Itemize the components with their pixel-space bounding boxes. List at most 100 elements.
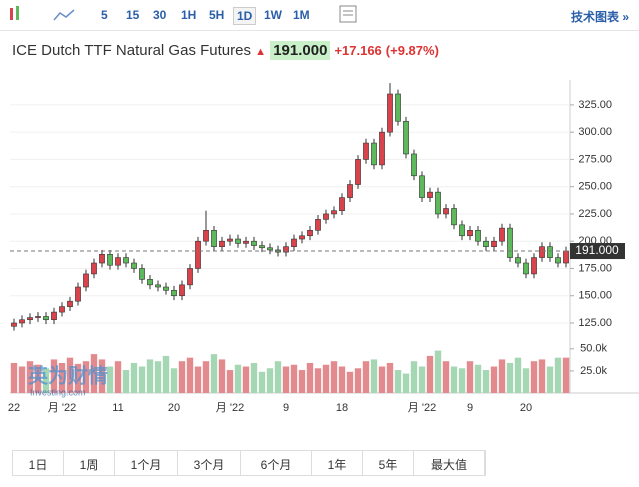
volume-bar bbox=[154, 361, 162, 393]
volume-bar bbox=[186, 357, 194, 393]
candle-body bbox=[235, 238, 241, 244]
y-tick-label: 275.00 bbox=[578, 153, 612, 165]
range-button[interactable]: 最大值 bbox=[414, 451, 485, 475]
candle-body bbox=[443, 208, 449, 215]
x-tick-label: 11 bbox=[112, 402, 123, 414]
volume-bar bbox=[450, 366, 458, 393]
volume-bar bbox=[194, 366, 202, 393]
volume-bar bbox=[298, 370, 306, 393]
range-button[interactable]: 1日 bbox=[13, 451, 64, 475]
volume-bar bbox=[250, 362, 258, 393]
range-button[interactable]: 1个月 bbox=[115, 451, 178, 475]
candle-body bbox=[211, 230, 217, 247]
indicator-icon bbox=[339, 5, 357, 23]
candle-body bbox=[307, 230, 313, 237]
x-tick-label: 18 bbox=[336, 402, 348, 414]
candle-body bbox=[547, 246, 553, 258]
volume-bar bbox=[394, 370, 402, 393]
candle-body bbox=[51, 311, 57, 321]
candle-body bbox=[451, 208, 457, 226]
volume-bar bbox=[66, 357, 74, 393]
candle-body bbox=[35, 316, 41, 318]
candle-body bbox=[259, 245, 265, 249]
tech-chart-link[interactable]: 技术图表 » bbox=[570, 10, 629, 24]
up-arrow: ▲ bbox=[255, 46, 267, 58]
chart: 125.00150.00175.00200.00225.00250.00275.… bbox=[8, 80, 639, 414]
candle-body bbox=[203, 230, 209, 242]
candle-body bbox=[155, 284, 161, 288]
volume-bar bbox=[50, 359, 58, 393]
candle-body bbox=[147, 279, 153, 286]
volume-bar bbox=[354, 368, 362, 393]
volume-bar bbox=[26, 361, 34, 393]
x-tick-label: 20 bbox=[520, 402, 532, 414]
volume-bar bbox=[58, 362, 66, 393]
volume-bar bbox=[418, 366, 426, 393]
watermark-brand: 英为财情 bbox=[28, 363, 108, 387]
candle-body bbox=[427, 191, 433, 198]
candle-body bbox=[291, 238, 297, 247]
range-button[interactable]: 1年 bbox=[312, 451, 363, 475]
range-button[interactable]: 5年 bbox=[363, 451, 414, 475]
range-button[interactable]: 6个月 bbox=[241, 451, 312, 475]
candle-body bbox=[379, 131, 385, 166]
interval-button[interactable]: 5 bbox=[101, 8, 108, 22]
x-tick-label: 月 '22 bbox=[216, 402, 244, 414]
range-bar: 1日 1周 1个月 3个月 6个月 1年 5年 最大值 bbox=[12, 450, 486, 476]
volume-bar bbox=[434, 350, 442, 393]
volume-bar bbox=[242, 366, 250, 393]
x-tick-label: 9 bbox=[283, 402, 289, 414]
candle-body bbox=[539, 246, 545, 258]
volume-bar bbox=[482, 370, 490, 393]
candle-body bbox=[59, 306, 65, 313]
candle-body bbox=[435, 191, 441, 215]
y-tick-label: 300.00 bbox=[578, 126, 612, 138]
range-button[interactable]: 3个月 bbox=[178, 451, 241, 475]
candle-body bbox=[19, 319, 25, 324]
last-price-label: 191.000 bbox=[575, 243, 619, 257]
candle-body bbox=[387, 93, 393, 133]
interval-button[interactable]: 1D bbox=[233, 7, 257, 25]
volume-bar bbox=[162, 355, 170, 393]
candle-body bbox=[483, 240, 489, 247]
candle-body bbox=[83, 273, 89, 288]
volume-bar bbox=[106, 366, 114, 393]
interval-button[interactable]: 5H bbox=[209, 8, 225, 22]
volume-bar bbox=[362, 361, 370, 393]
candle-body bbox=[347, 184, 353, 198]
candle-body bbox=[131, 262, 137, 269]
change-pct: (+9.87%) bbox=[385, 43, 439, 58]
volume-bar bbox=[386, 362, 394, 393]
volume-bar bbox=[34, 364, 42, 393]
volume-bar bbox=[138, 366, 146, 393]
interval-button[interactable]: 30 bbox=[153, 8, 167, 22]
volume-bar bbox=[426, 355, 434, 393]
candle-body bbox=[315, 219, 321, 231]
interval-button[interactable]: 1H bbox=[181, 8, 197, 22]
volume-bar bbox=[130, 362, 138, 393]
candle-body bbox=[403, 120, 409, 155]
candle-body bbox=[555, 257, 561, 264]
interval-button[interactable]: 1W bbox=[264, 8, 282, 22]
interval-button[interactable]: 1M bbox=[293, 8, 310, 22]
interval-button[interactable]: 15 bbox=[126, 8, 140, 22]
volume-bar bbox=[90, 354, 98, 393]
volume-bar bbox=[538, 359, 546, 393]
x-tick-label: 22 bbox=[8, 402, 20, 414]
volume-bar bbox=[234, 364, 242, 393]
x-tick-label: 20 bbox=[168, 402, 180, 414]
y-tick-label: 325.00 bbox=[578, 99, 612, 111]
volume-bar bbox=[554, 357, 562, 393]
candle-body bbox=[123, 257, 129, 264]
volume-bar bbox=[170, 368, 178, 393]
x-tick-label: 9 bbox=[467, 402, 473, 414]
volume-bar bbox=[290, 364, 298, 393]
volume-bar bbox=[114, 361, 122, 393]
candle-body bbox=[107, 254, 113, 266]
volume-bar bbox=[498, 359, 506, 393]
volume-bar bbox=[82, 361, 90, 393]
range-button[interactable]: 1周 bbox=[64, 451, 115, 475]
candle-body bbox=[187, 268, 193, 286]
volume-bar bbox=[370, 359, 378, 393]
